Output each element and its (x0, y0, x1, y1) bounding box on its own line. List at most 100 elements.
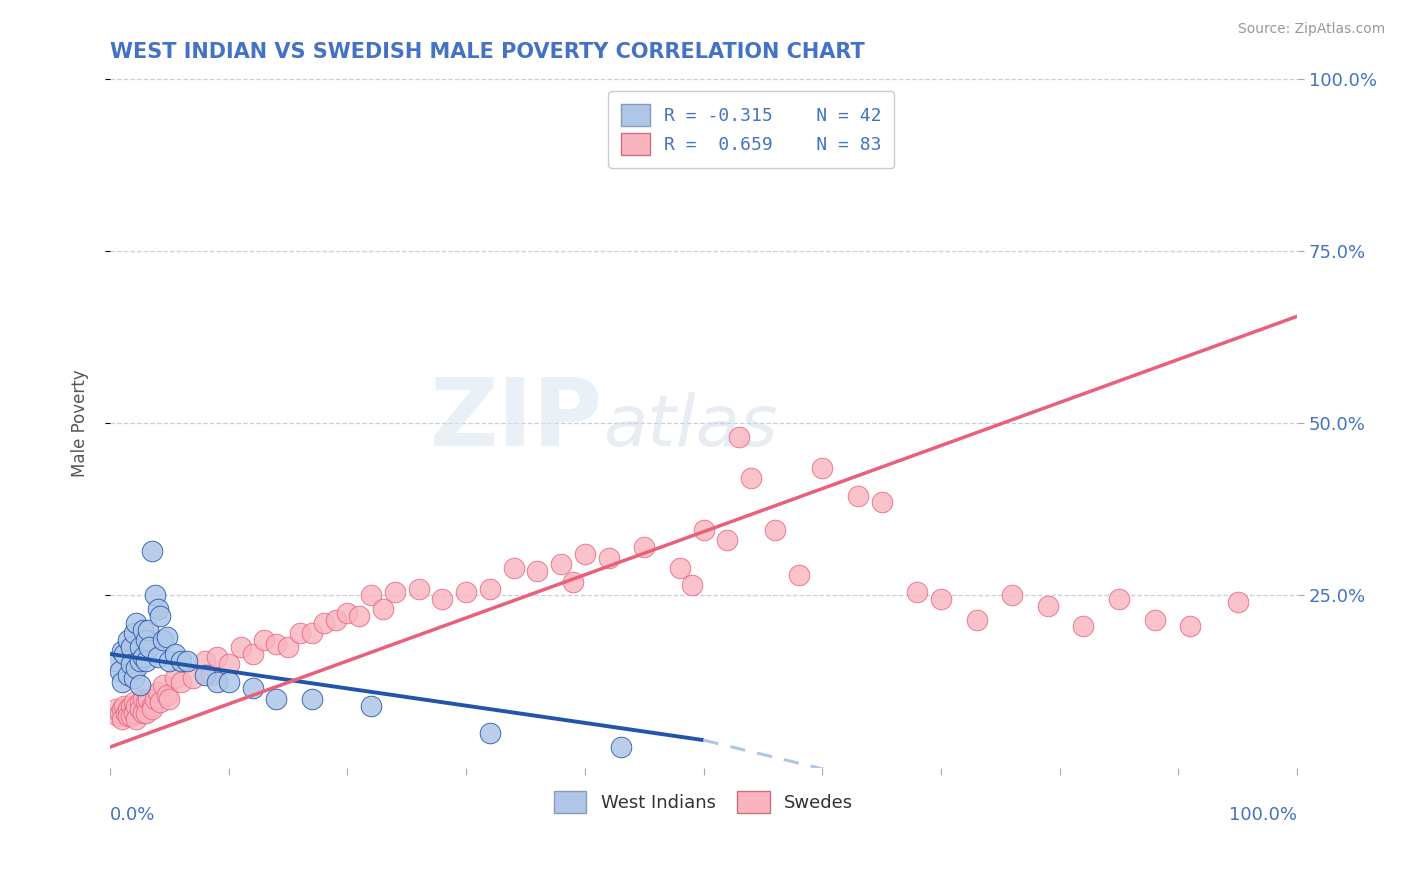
Point (609, 739, 631, 754)
Text: WEST INDIAN VS SWEDISH MALE POVERTY CORRELATION CHART: WEST INDIAN VS SWEDISH MALE POVERTY CORR… (110, 42, 865, 62)
Point (870, 495, 893, 509)
Point (120, 657, 142, 672)
Point (125, 615, 148, 630)
Point (787, 567, 810, 582)
Point (360, 589, 382, 603)
Point (669, 561, 692, 575)
Point (456, 585, 478, 599)
Point (122, 695, 145, 709)
Point (117, 633, 139, 648)
Point (107, 709, 129, 723)
Point (218, 674, 240, 689)
Point (526, 564, 548, 578)
Point (194, 654, 217, 668)
Point (277, 640, 299, 654)
Point (301, 626, 323, 640)
Point (128, 695, 150, 709)
Point (136, 691, 159, 706)
Point (692, 523, 714, 537)
Point (141, 702, 163, 716)
Point (120, 709, 142, 723)
Point (170, 674, 193, 689)
Point (141, 698, 163, 713)
Point (138, 640, 160, 654)
Point (122, 626, 145, 640)
Point (132, 706, 155, 720)
Point (112, 647, 135, 661)
Point (502, 561, 524, 575)
Point (149, 695, 172, 709)
Point (728, 430, 751, 444)
Point (135, 706, 157, 720)
Point (132, 623, 155, 637)
Point (929, 591, 952, 606)
Point (181, 671, 204, 685)
Point (105, 702, 128, 716)
Point (1108, 591, 1130, 606)
Point (128, 654, 150, 668)
Point (1226, 595, 1249, 609)
Point (264, 637, 287, 651)
Text: ZIP: ZIP (430, 374, 603, 466)
Point (550, 558, 572, 572)
Point (152, 678, 174, 692)
Point (349, 609, 371, 624)
Text: 0.0%: 0.0% (110, 805, 156, 823)
Point (143, 589, 166, 603)
Point (478, 726, 501, 740)
Point (1001, 589, 1024, 603)
Point (681, 578, 703, 592)
Point (205, 650, 228, 665)
Point (846, 488, 869, 502)
Point (165, 671, 187, 685)
Point (336, 606, 359, 620)
Point (165, 647, 187, 661)
Point (574, 547, 596, 561)
Point (120, 640, 142, 654)
Point (141, 543, 163, 558)
Point (384, 585, 406, 599)
Point (478, 582, 501, 596)
Point (135, 633, 157, 648)
Point (242, 681, 264, 696)
Point (301, 691, 323, 706)
Point (205, 674, 228, 689)
Text: atlas: atlas (603, 392, 778, 461)
Point (117, 702, 139, 716)
Point (371, 602, 394, 616)
Point (132, 650, 155, 665)
Point (128, 678, 150, 692)
Point (122, 706, 145, 720)
Legend: West Indians, Swedes: West Indians, Swedes (547, 784, 860, 821)
Point (128, 702, 150, 716)
Point (200, 667, 222, 681)
Point (264, 691, 287, 706)
Point (432, 591, 454, 606)
Point (170, 654, 193, 668)
Point (146, 685, 169, 699)
Point (218, 657, 240, 672)
Point (105, 654, 128, 668)
Point (966, 613, 988, 627)
Point (152, 633, 174, 648)
Point (122, 671, 145, 685)
Point (120, 698, 142, 713)
Point (811, 461, 834, 475)
Point (135, 695, 157, 709)
Point (132, 691, 155, 706)
Point (135, 654, 157, 668)
Y-axis label: Male Poverty: Male Poverty (72, 369, 89, 477)
Point (111, 713, 134, 727)
Point (1036, 599, 1059, 613)
Point (176, 654, 198, 668)
Point (325, 613, 347, 627)
Point (159, 654, 181, 668)
Point (112, 698, 135, 713)
Point (253, 633, 276, 648)
Point (108, 664, 131, 678)
Point (136, 623, 159, 637)
Point (156, 689, 179, 703)
Point (125, 713, 148, 727)
Point (408, 582, 430, 596)
Point (1143, 613, 1166, 627)
